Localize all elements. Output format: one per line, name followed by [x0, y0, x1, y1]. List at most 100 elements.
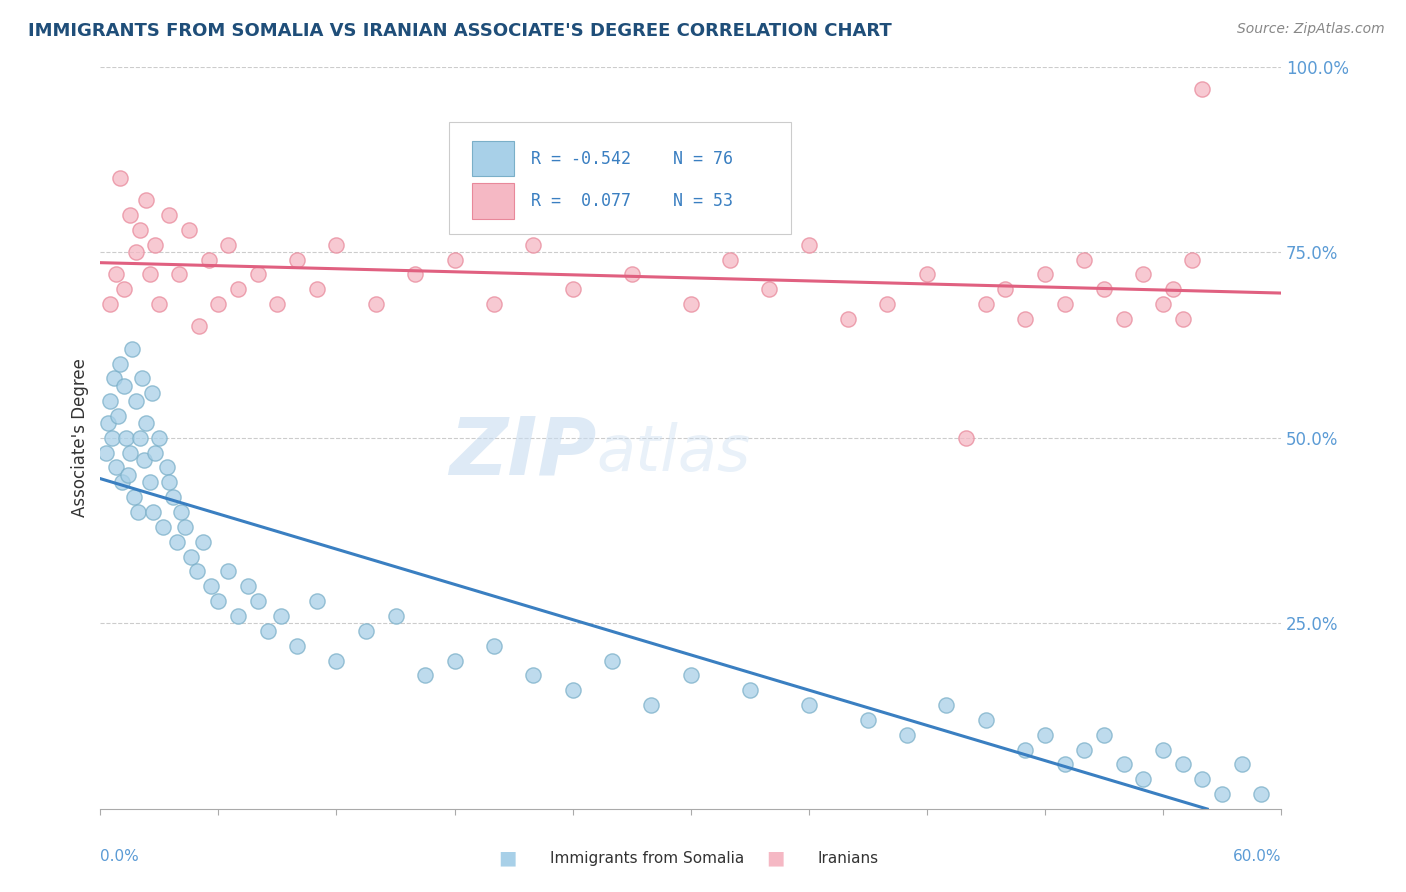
Point — [896, 728, 918, 742]
Point — [112, 282, 135, 296]
Point — [108, 171, 131, 186]
Point — [1152, 297, 1174, 311]
Point — [679, 297, 702, 311]
Point — [522, 668, 544, 682]
Point — [1014, 742, 1036, 756]
Point — [1033, 728, 1056, 742]
Point — [1171, 312, 1194, 326]
Point — [1053, 297, 1076, 311]
Text: IMMIGRANTS FROM SOMALIA VS IRANIAN ASSOCIATE'S DEGREE CORRELATION CHART: IMMIGRANTS FROM SOMALIA VS IRANIAN ASSOC… — [28, 22, 891, 40]
Point — [482, 297, 505, 311]
Point — [108, 357, 131, 371]
Point — [135, 193, 157, 207]
Point — [266, 297, 288, 311]
Point — [1112, 312, 1135, 326]
Point — [166, 534, 188, 549]
Point — [856, 713, 879, 727]
Point — [994, 282, 1017, 296]
Point — [443, 252, 465, 267]
Point — [145, 445, 167, 459]
Point — [1073, 742, 1095, 756]
Point — [325, 653, 347, 667]
Point — [561, 683, 583, 698]
Point — [305, 594, 328, 608]
Text: R =  0.077: R = 0.077 — [531, 192, 631, 210]
Point — [217, 565, 239, 579]
Point — [1250, 787, 1272, 801]
Point — [1171, 757, 1194, 772]
Point — [600, 653, 623, 667]
Point — [1112, 757, 1135, 772]
Point — [187, 319, 209, 334]
Point — [640, 698, 662, 712]
Point — [122, 490, 145, 504]
Point — [974, 297, 997, 311]
Point — [443, 653, 465, 667]
Point — [876, 297, 898, 311]
Point — [285, 252, 308, 267]
Point — [105, 460, 128, 475]
Point — [200, 579, 222, 593]
Point — [1033, 268, 1056, 282]
Point — [180, 549, 202, 564]
Point — [226, 609, 249, 624]
Point — [97, 416, 120, 430]
Point — [1211, 787, 1233, 801]
Point — [138, 268, 160, 282]
Point — [157, 208, 180, 222]
Point — [174, 520, 197, 534]
Point — [837, 312, 859, 326]
Point — [758, 282, 780, 296]
Point — [105, 268, 128, 282]
Point — [974, 713, 997, 727]
Point — [246, 594, 269, 608]
Point — [117, 467, 139, 482]
Point — [226, 282, 249, 296]
FancyBboxPatch shape — [449, 122, 792, 234]
Point — [384, 609, 406, 624]
Text: N = 76: N = 76 — [673, 150, 733, 168]
Point — [718, 252, 741, 267]
Point — [103, 371, 125, 385]
Point — [118, 445, 141, 459]
Point — [125, 245, 148, 260]
FancyBboxPatch shape — [472, 183, 513, 219]
Point — [1092, 282, 1115, 296]
Point — [177, 223, 200, 237]
Point — [236, 579, 259, 593]
Text: Source: ZipAtlas.com: Source: ZipAtlas.com — [1237, 22, 1385, 37]
Point — [207, 297, 229, 311]
Point — [152, 520, 174, 534]
Point — [1191, 82, 1213, 96]
Point — [148, 431, 170, 445]
Point — [305, 282, 328, 296]
Point — [1181, 252, 1204, 267]
Point — [107, 409, 129, 423]
Point — [915, 268, 938, 282]
Point — [115, 431, 138, 445]
Point — [125, 393, 148, 408]
Point — [186, 565, 208, 579]
Point — [132, 453, 155, 467]
Text: R = -0.542: R = -0.542 — [531, 150, 631, 168]
Point — [1053, 757, 1076, 772]
Point — [797, 698, 820, 712]
Point — [170, 505, 193, 519]
Point — [679, 668, 702, 682]
FancyBboxPatch shape — [472, 141, 513, 177]
Point — [131, 371, 153, 385]
Point — [148, 297, 170, 311]
Point — [101, 431, 124, 445]
Text: Iranians: Iranians — [817, 851, 879, 865]
Point — [270, 609, 292, 624]
Text: ZIP: ZIP — [449, 414, 596, 491]
Point — [955, 431, 977, 445]
Point — [1191, 772, 1213, 787]
Point — [145, 237, 167, 252]
Point — [141, 386, 163, 401]
Point — [404, 268, 426, 282]
Text: ■: ■ — [499, 848, 517, 868]
Point — [797, 237, 820, 252]
Point — [1092, 728, 1115, 742]
Point — [354, 624, 377, 638]
